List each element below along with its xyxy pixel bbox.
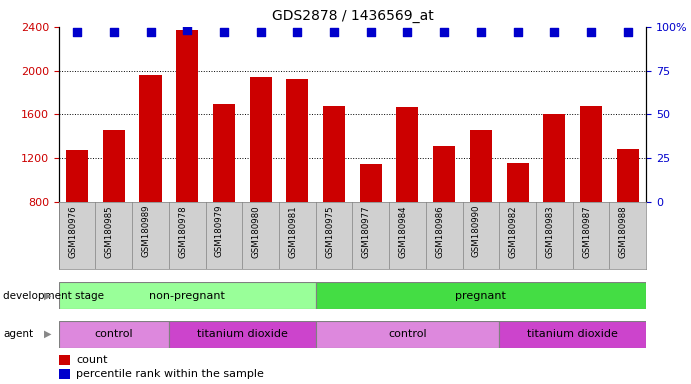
Bar bbox=[66, 150, 88, 202]
Text: titanium dioxide: titanium dioxide bbox=[197, 329, 287, 339]
Bar bbox=[470, 129, 492, 202]
Text: GSM180988: GSM180988 bbox=[618, 205, 627, 258]
Point bbox=[182, 27, 193, 33]
Text: GSM180983: GSM180983 bbox=[545, 205, 554, 258]
Bar bbox=[433, 146, 455, 202]
Point bbox=[108, 29, 120, 35]
Point bbox=[328, 29, 339, 35]
Bar bbox=[397, 107, 419, 202]
Bar bbox=[59, 282, 316, 309]
Text: ▶: ▶ bbox=[44, 329, 52, 339]
Bar bbox=[616, 149, 638, 202]
Point bbox=[549, 29, 560, 35]
Text: GSM180985: GSM180985 bbox=[105, 205, 114, 258]
Text: non-pregnant: non-pregnant bbox=[149, 291, 225, 301]
Point bbox=[72, 29, 83, 35]
Point bbox=[585, 29, 596, 35]
Bar bbox=[507, 163, 529, 202]
Bar bbox=[499, 321, 646, 348]
Bar bbox=[59, 355, 70, 366]
Bar bbox=[316, 282, 646, 309]
Point bbox=[255, 29, 266, 35]
Point bbox=[402, 29, 413, 35]
Title: GDS2878 / 1436569_at: GDS2878 / 1436569_at bbox=[272, 9, 433, 23]
Text: GSM180981: GSM180981 bbox=[288, 205, 297, 258]
Bar bbox=[59, 321, 169, 348]
Text: GSM180980: GSM180980 bbox=[252, 205, 261, 258]
Text: GSM180976: GSM180976 bbox=[68, 205, 77, 258]
Text: GSM180977: GSM180977 bbox=[362, 205, 371, 258]
Point bbox=[475, 29, 486, 35]
Bar bbox=[360, 164, 381, 202]
Text: GSM180982: GSM180982 bbox=[509, 205, 518, 258]
Point bbox=[292, 29, 303, 35]
Text: GSM180989: GSM180989 bbox=[142, 205, 151, 257]
Text: titanium dioxide: titanium dioxide bbox=[527, 329, 618, 339]
Bar bbox=[213, 104, 235, 202]
Text: GSM180979: GSM180979 bbox=[215, 205, 224, 257]
Text: ▶: ▶ bbox=[44, 291, 52, 301]
Point bbox=[439, 29, 450, 35]
Point bbox=[512, 29, 523, 35]
Bar bbox=[323, 106, 345, 202]
Point bbox=[366, 29, 377, 35]
Point bbox=[218, 29, 229, 35]
Text: GSM180975: GSM180975 bbox=[325, 205, 334, 258]
Bar bbox=[580, 106, 602, 202]
Text: development stage: development stage bbox=[3, 291, 104, 301]
Point bbox=[145, 29, 156, 35]
Text: GSM180990: GSM180990 bbox=[472, 205, 481, 257]
Point bbox=[622, 29, 633, 35]
Text: GSM180978: GSM180978 bbox=[178, 205, 187, 258]
Text: GSM180986: GSM180986 bbox=[435, 205, 444, 258]
Bar bbox=[140, 75, 162, 202]
Text: GSM180987: GSM180987 bbox=[582, 205, 591, 258]
Text: control: control bbox=[388, 329, 427, 339]
Bar bbox=[103, 129, 125, 202]
Text: percentile rank within the sample: percentile rank within the sample bbox=[76, 369, 264, 379]
Text: agent: agent bbox=[3, 329, 34, 339]
Text: count: count bbox=[76, 355, 108, 365]
Bar bbox=[249, 77, 272, 202]
Text: pregnant: pregnant bbox=[455, 291, 507, 301]
Bar bbox=[169, 321, 316, 348]
Bar bbox=[316, 321, 499, 348]
Bar bbox=[286, 79, 308, 202]
Text: control: control bbox=[95, 329, 133, 339]
Bar bbox=[59, 369, 70, 379]
Text: GSM180984: GSM180984 bbox=[399, 205, 408, 258]
Bar bbox=[176, 30, 198, 202]
Bar bbox=[543, 114, 565, 202]
